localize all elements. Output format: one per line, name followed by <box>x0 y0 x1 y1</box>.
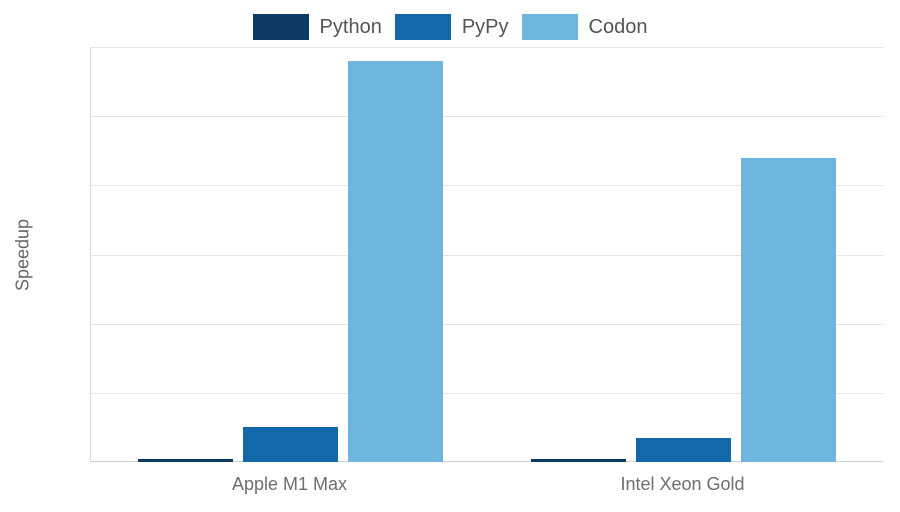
legend-swatch-pypy <box>394 14 451 40</box>
legend-item-codon: Codon <box>521 14 648 40</box>
gridline-120 <box>91 47 883 48</box>
x-label-apple-m1-max: Apple M1 Max <box>231 474 348 494</box>
bar-codon-apple-m1-max <box>348 60 443 462</box>
bar-pypy-apple-m1-max <box>243 427 338 462</box>
legend-label: PyPy <box>461 16 509 38</box>
plot-area <box>90 47 883 462</box>
legend-item-python: Python <box>252 14 382 40</box>
legend-swatch-codon <box>521 14 578 40</box>
gridline-60 <box>91 254 883 256</box>
x-axis-labels: Apple M1 Max Intel Xeon Gold <box>90 474 882 498</box>
gridline-20 <box>91 392 883 394</box>
bar-python-apple-m1-max <box>138 458 233 462</box>
gridline-40 <box>91 323 883 325</box>
legend-label: Python <box>319 16 382 38</box>
legend-swatch-python <box>252 14 309 40</box>
bar-group-apple-m1-max <box>138 60 443 462</box>
legend-label: Codon <box>588 16 648 38</box>
x-label-intel-xeon-gold: Intel Xeon Gold <box>620 474 745 494</box>
bar-python-intel-xeon-gold <box>531 458 626 462</box>
y-axis-label: Speedup <box>12 218 33 292</box>
gridline-0 <box>91 461 883 462</box>
bar-pypy-intel-xeon-gold <box>636 437 731 462</box>
gridline-100 <box>91 116 883 118</box>
gridline-80 <box>91 185 883 187</box>
bar-group-intel-xeon-gold <box>531 157 836 462</box>
legend: Python PyPy Codon <box>0 14 900 40</box>
legend-item-pypy: PyPy <box>394 14 509 40</box>
bar-codon-intel-xeon-gold <box>741 157 836 462</box>
